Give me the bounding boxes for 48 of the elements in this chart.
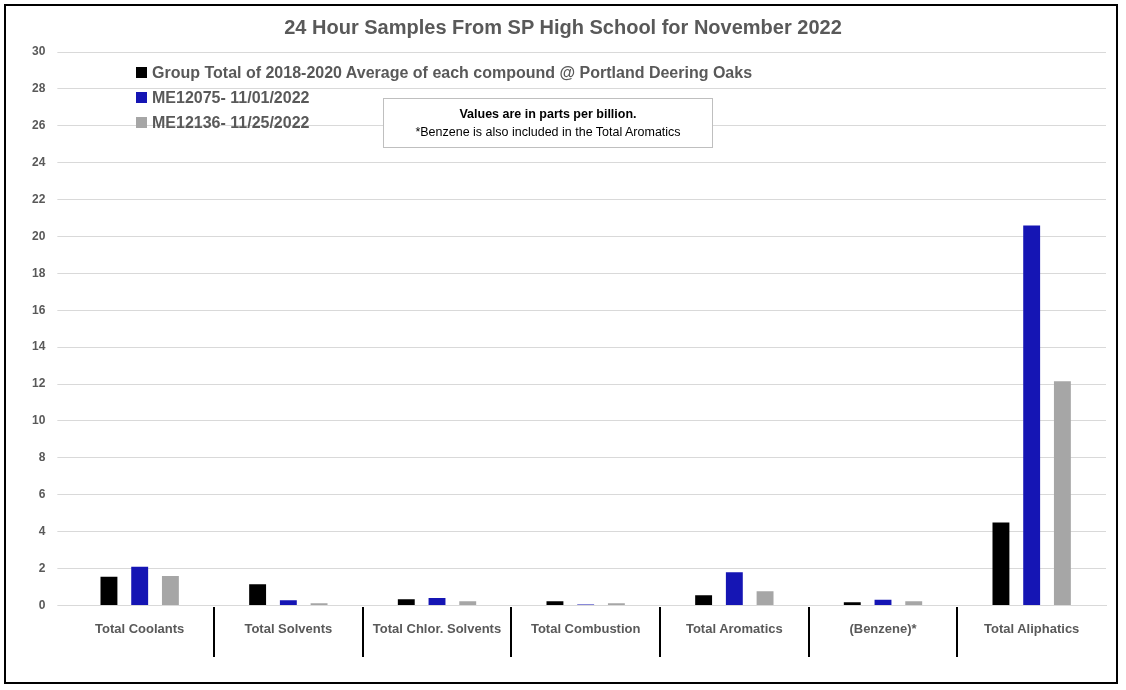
bar [725,572,743,605]
note-box: Values are in parts per billion. *Benzene is also included in the Total Aromatics [383,98,713,148]
bar [546,601,564,605]
y-tick-label: 14 [31,339,46,354]
legend-label: ME12075- 11/01/2022 [152,88,310,107]
bar [161,575,179,605]
y-tick-label: 0 [38,597,46,612]
y-tick-label: 12 [31,376,46,391]
x-tick-label: Total Aromatics [685,620,783,636]
chart-title: 24 Hour Samples From SP High School for November 2022 [284,15,842,38]
bar [428,598,446,605]
bar [695,595,713,605]
y-tick-label: 6 [38,487,46,502]
y-tick-label: 2 [38,560,46,575]
bar [1053,381,1071,605]
y-tick-label: 16 [31,302,46,317]
bar [279,600,297,605]
bar [1023,225,1041,605]
x-tick-label: Total Chlor. Solvents [372,620,502,636]
x-tick-label: Total Coolants [95,620,185,636]
bar [459,601,477,605]
bar [843,602,861,605]
y-tick-label: 20 [31,228,46,243]
legend-label: ME12136- 11/25/2022 [152,113,310,132]
y-tick-label: 18 [31,265,46,280]
y-tick-label: 26 [31,118,46,133]
bar [905,601,923,605]
y-tick-label: 22 [31,191,46,206]
bar [131,566,149,605]
bar [992,522,1010,605]
bar [100,576,118,605]
x-tick-label: Total Combustion [530,620,641,636]
annotation: Values are in parts per billion. [458,106,638,123]
y-tick-label: 8 [38,450,46,465]
bar [874,599,892,605]
y-tick-label: 10 [31,413,46,428]
bar [397,599,415,605]
y-tick-label: 4 [38,523,46,538]
legend-label: Group Total of 2018-2020 Average of each compound @ Portland Deering Oaks [152,63,753,82]
y-tick-label: 30 [31,44,46,59]
annotation: *Benzene is also included in the Total Aromatics [414,124,682,141]
x-tick-label: Total Solvents [244,620,333,636]
y-tick-label: 24 [31,154,46,169]
x-tick-label: Total Aliphatics [984,620,1080,636]
bar [249,584,267,605]
x-tick-label: (Benzene)* [849,620,918,636]
y-tick-label: 28 [31,81,46,96]
bar [756,591,774,605]
